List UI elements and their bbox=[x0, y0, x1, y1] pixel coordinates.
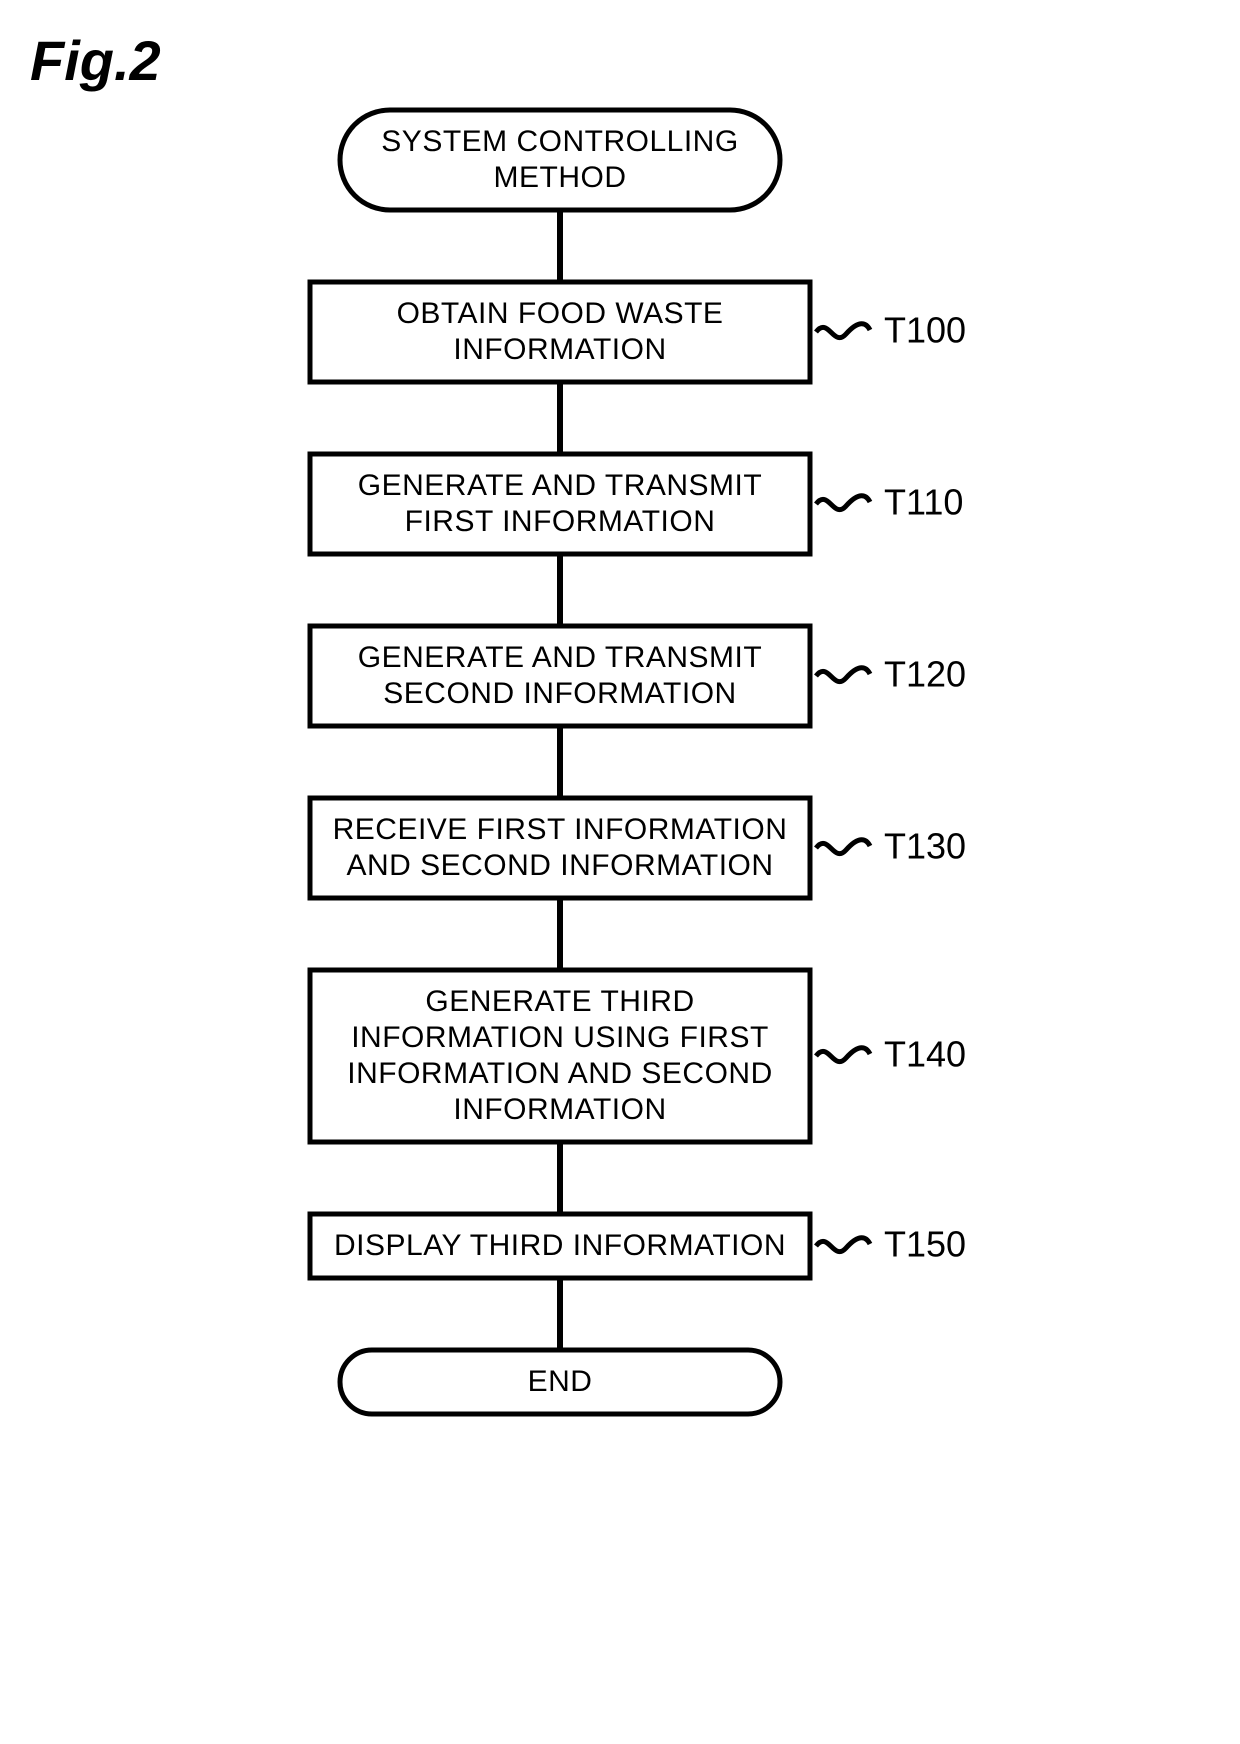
step-label-connector bbox=[816, 840, 870, 854]
flow-node-text: INFORMATION USING FIRST bbox=[351, 1021, 769, 1054]
flow-node-text: GENERATE AND TRANSMIT bbox=[358, 469, 762, 502]
flow-node-t130: RECEIVE FIRST INFORMATIONAND SECOND INFO… bbox=[310, 798, 966, 898]
flow-node-end: END bbox=[340, 1350, 780, 1414]
step-label: T100 bbox=[884, 310, 966, 351]
flow-node-start: SYSTEM CONTROLLINGMETHOD bbox=[340, 110, 780, 210]
figure-label: Fig.2 bbox=[30, 29, 161, 92]
flow-node-t100: OBTAIN FOOD WASTEINFORMATION T100 bbox=[310, 282, 966, 382]
step-label: T150 bbox=[884, 1224, 966, 1265]
flow-node-text: AND SECOND INFORMATION bbox=[346, 849, 773, 882]
step-label-connector bbox=[816, 324, 870, 338]
flow-node-text: METHOD bbox=[494, 161, 627, 194]
flow-node-text: GENERATE AND TRANSMIT bbox=[358, 641, 762, 674]
flow-node-t110: GENERATE AND TRANSMITFIRST INFORMATION T1… bbox=[310, 454, 963, 554]
flowchart-svg: Fig.2 SYSTEM CONTROLLINGMETHOD OBTAIN FOOD… bbox=[0, 0, 1240, 1744]
flow-node-text: RECEIVE FIRST INFORMATION bbox=[333, 813, 788, 846]
step-label-connector bbox=[816, 1048, 870, 1062]
flow-node-t120: GENERATE AND TRANSMITSECOND INFORMATION T… bbox=[310, 626, 966, 726]
step-label: T110 bbox=[884, 482, 963, 523]
flow-node-text: INFORMATION bbox=[453, 1093, 666, 1126]
step-label-connector bbox=[816, 1238, 870, 1252]
flow-node-text: FIRST INFORMATION bbox=[405, 505, 716, 538]
flow-node-text: SECOND INFORMATION bbox=[383, 677, 736, 710]
step-label: T120 bbox=[884, 654, 966, 695]
step-label: T130 bbox=[884, 826, 966, 867]
flow-node-text: INFORMATION bbox=[453, 333, 666, 366]
flow-node-text: OBTAIN FOOD WASTE bbox=[397, 297, 724, 330]
step-label-connector bbox=[816, 668, 870, 682]
flow-node-t140: GENERATE THIRDINFORMATION USING FIRSTINF… bbox=[310, 970, 966, 1142]
step-label: T140 bbox=[884, 1034, 966, 1075]
flow-node-text: GENERATE THIRD bbox=[425, 985, 694, 1018]
flow-node-text: DISPLAY THIRD INFORMATION bbox=[334, 1229, 786, 1262]
flow-node-t150: DISPLAY THIRD INFORMATION T150 bbox=[310, 1214, 966, 1278]
flow-node-text: END bbox=[528, 1365, 593, 1398]
step-label-connector bbox=[816, 496, 870, 510]
flow-node-text: SYSTEM CONTROLLING bbox=[381, 125, 738, 158]
flow-node-text: INFORMATION AND SECOND bbox=[347, 1057, 772, 1090]
